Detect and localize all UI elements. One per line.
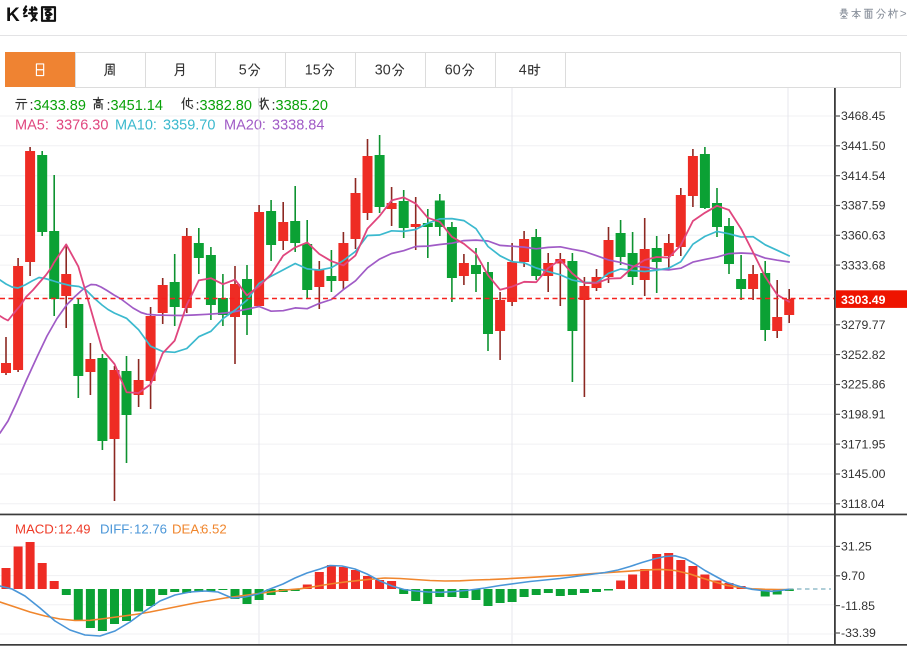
svg-text:5: 5 [239, 63, 247, 79]
svg-text:MA5:: MA5: [15, 118, 49, 134]
svg-text:3359.70: 3359.70 [163, 118, 215, 134]
svg-text:30: 30 [375, 63, 391, 79]
svg-text:3414.54: 3414.54 [841, 169, 886, 183]
svg-text:3303.49: 3303.49 [841, 293, 886, 307]
svg-text:12.49: 12.49 [58, 522, 91, 537]
svg-text:>: > [900, 6, 907, 20]
svg-text:3382.80: 3382.80 [200, 98, 252, 114]
svg-text::: : [272, 98, 276, 114]
svg-text:3198.91: 3198.91 [841, 408, 886, 422]
svg-text:3171.95: 3171.95 [841, 437, 886, 451]
svg-text:15: 15 [305, 63, 321, 79]
svg-text:3441.50: 3441.50 [841, 139, 886, 153]
svg-text:DIFF:: DIFF: [100, 522, 133, 537]
svg-text:3387.59: 3387.59 [841, 199, 886, 213]
svg-text:3333.68: 3333.68 [841, 258, 886, 272]
svg-text:12.76: 12.76 [134, 522, 167, 537]
svg-text:3451.14: 3451.14 [111, 98, 163, 114]
svg-text:3433.89: 3433.89 [34, 98, 86, 114]
svg-text:9.70: 9.70 [841, 569, 865, 583]
svg-text:3279.77: 3279.77 [841, 318, 886, 332]
svg-text:4: 4 [519, 63, 527, 79]
svg-text:MA20:: MA20: [224, 118, 266, 134]
svg-text:3338.84: 3338.84 [272, 118, 324, 134]
svg-text::: : [196, 98, 200, 114]
svg-text:3385.20: 3385.20 [276, 98, 328, 114]
svg-text:3360.63: 3360.63 [841, 229, 886, 243]
svg-text:DEA:: DEA: [172, 522, 203, 537]
svg-text:K: K [6, 5, 20, 26]
svg-text:3118.04: 3118.04 [841, 497, 885, 511]
svg-text:MA10:: MA10: [115, 118, 157, 134]
svg-text:60: 60 [445, 63, 461, 79]
svg-text:6.52: 6.52 [201, 522, 227, 537]
svg-text:-33.39: -33.39 [841, 626, 876, 640]
svg-text::: : [30, 98, 34, 114]
svg-text:3145.00: 3145.00 [841, 467, 886, 481]
svg-text:3252.82: 3252.82 [841, 348, 886, 362]
svg-text::: : [107, 98, 111, 114]
svg-text:3468.45: 3468.45 [841, 109, 886, 123]
svg-text:3376.30: 3376.30 [56, 118, 108, 134]
svg-text:-11.85: -11.85 [841, 599, 875, 613]
svg-text:MACD:: MACD: [15, 522, 58, 537]
svg-text:3225.86: 3225.86 [841, 378, 886, 392]
svg-text:31.25: 31.25 [841, 540, 872, 554]
